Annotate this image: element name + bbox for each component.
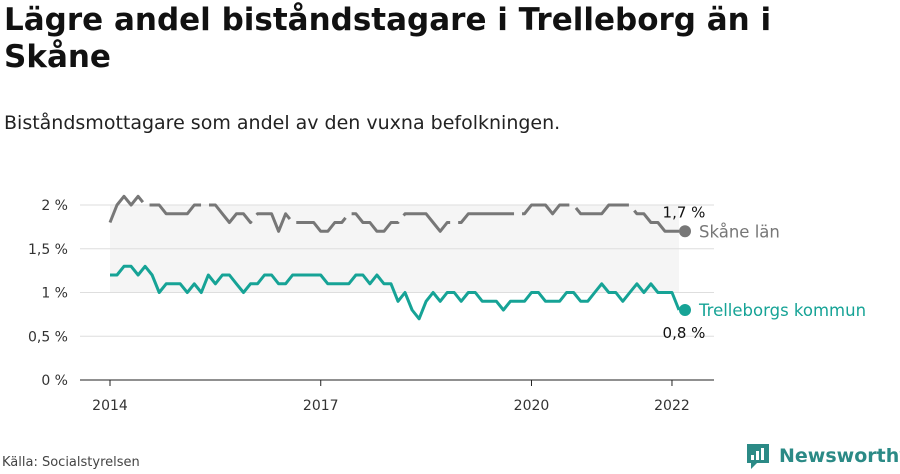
end-value-label: 0,8 % xyxy=(663,324,706,342)
y-tick-label: 1,5 % xyxy=(28,242,68,258)
brand-name: Newsworthy xyxy=(779,445,900,467)
brand[interactable]: Newsworthy xyxy=(745,441,900,471)
end-value-label: 1,7 % xyxy=(663,203,706,221)
y-tick-label: 2 % xyxy=(41,198,68,214)
y-tick-label: 1 % xyxy=(41,286,68,302)
x-tick-label: 2020 xyxy=(514,398,550,414)
end-marker-skane xyxy=(679,225,691,238)
source-note: Källa: Socialstyrelsen xyxy=(2,455,140,470)
chart-title: Lägre andel biståndstagare i Trelleborg … xyxy=(4,2,772,75)
series-legend-label: Trelleborgs kommun xyxy=(698,301,866,320)
x-tick-label: 2014 xyxy=(92,398,128,414)
x-tick-label: 2017 xyxy=(303,398,339,414)
chart-subtitle: Biståndsmottagare som andel av den vuxna… xyxy=(4,112,561,134)
newsworthy-logo-icon xyxy=(747,444,769,469)
end-marker-trelleborg xyxy=(679,304,691,316)
x-tick-label: 2022 xyxy=(654,398,690,414)
y-tick-label: 0 % xyxy=(41,373,68,389)
y-tick-label: 0,5 % xyxy=(28,329,68,345)
series-line-skane xyxy=(108,194,679,233)
series-legend-label: Skåne län xyxy=(699,222,780,241)
series-line-trelleborg xyxy=(110,264,681,321)
